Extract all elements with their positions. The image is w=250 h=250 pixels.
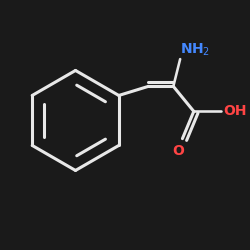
Text: O: O: [172, 144, 184, 158]
Text: NH$_2$: NH$_2$: [180, 42, 210, 58]
Text: OH: OH: [223, 104, 247, 118]
